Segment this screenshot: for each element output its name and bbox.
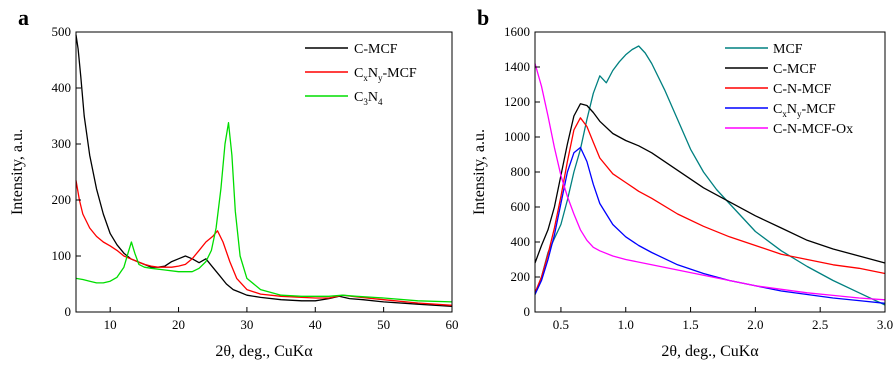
panel-a-series-line-1 <box>75 180 453 306</box>
panel-b-series-line-0 <box>534 45 886 306</box>
panel-a-y-tick-label: 500 <box>52 24 72 39</box>
panel-b-series-line-2 <box>534 117 886 294</box>
panel-b-legend: MCF C-MCF C-N-MCF CxNy-MCF C-N-MCF-Ox <box>725 42 853 137</box>
panel-a-series <box>75 34 453 308</box>
panel-b-letter: b <box>477 5 489 30</box>
panel-a-x-tick-label: 40 <box>309 317 322 332</box>
panel-b-y-tick-label: 1600 <box>504 24 530 39</box>
panel-a-y-axis-title: Intensity, a.u. <box>9 129 26 215</box>
panel-b-y-axis-title: Intensity, a.u. <box>471 129 488 215</box>
panel-a-x-tick-label: 30 <box>240 317 253 332</box>
panel-b-series <box>534 45 886 306</box>
panel-b-legend-entry-1: C-MCF <box>773 62 817 77</box>
panel-a: a 10 20 30 40 50 60 0 100 200 300 400 500 2θ, deg., C… <box>9 5 459 360</box>
panel-b-y-tick-label: 1400 <box>504 59 530 74</box>
panel-a-legend-entry-0: C-MCF <box>354 42 398 57</box>
panel-a-x-tick-label: 20 <box>172 317 185 332</box>
panel-b-y-tick-label: 1000 <box>504 129 530 144</box>
panel-a-y-tick-label: 0 <box>65 304 72 319</box>
panel-b-legend-entry-3: CxNy-MCF <box>773 102 836 119</box>
panel-b-y-tick-label: 200 <box>511 269 531 284</box>
panel-a-x-axis-title: 2θ, deg., CuKα <box>215 343 313 360</box>
panel-a-x-tick-label: 10 <box>104 317 117 332</box>
panel-b-legend-entry-2: C-N-MCF <box>773 82 832 97</box>
panel-a-x-tick-label: 50 <box>377 317 390 332</box>
panel-b-y-tick-label: 400 <box>511 234 531 249</box>
panel-b-legend-entry-0: MCF <box>773 42 803 57</box>
panel-b-series-line-3 <box>534 146 886 304</box>
panel-b-x-tick-label: 2.0 <box>747 317 763 332</box>
panel-a-x-tick-label: 60 <box>446 317 459 332</box>
panel-a-series-line-2 <box>75 122 453 303</box>
panel-b-legend-entry-4: C-N-MCF-Ox <box>773 122 853 137</box>
panel-a-y-tick-label: 100 <box>52 248 72 263</box>
panel-b-y-tick-label: 800 <box>511 164 531 179</box>
panel-b-x-tick-label: 1.5 <box>682 317 698 332</box>
panel-b-x-tick-label: 2.5 <box>812 317 828 332</box>
panel-b-x-tick-label: 1.0 <box>618 317 634 332</box>
panel-b-series-line-4 <box>534 63 886 301</box>
panel-a-y-tick-label: 300 <box>52 136 72 151</box>
panel-b-y-tick-label: 1200 <box>504 94 530 109</box>
panel-a-legend: C-MCF CxNy-MCF C3N4 <box>305 42 417 107</box>
panel-b-y-tick-label: 600 <box>511 199 531 214</box>
panel-b-x-axis-title: 2θ, deg., CuKα <box>661 343 759 360</box>
panel-a-y-tick-label: 200 <box>52 192 72 207</box>
panel-a-legend-entry-1: CxNy-MCF <box>354 66 417 83</box>
panel-b-y-tick-label: 0 <box>524 304 531 319</box>
panel-b-plot-frame <box>534 31 886 313</box>
panel-b-series-line-1 <box>534 103 886 264</box>
panel-b-x-tick-label: 3.0 <box>877 317 893 332</box>
panel-b-x-tick-label: 0.5 <box>553 317 569 332</box>
panel-a-letter: a <box>18 5 29 30</box>
panel-a-legend-entry-2: C3N4 <box>354 90 383 107</box>
panel-a-y-tick-label: 400 <box>52 80 72 95</box>
panel-a-plot-frame <box>75 31 453 313</box>
panel-b: b 0.5 1.0 1.5 2.0 2.5 3.0 0 200 400 600 800 1000 1200… <box>471 5 893 360</box>
